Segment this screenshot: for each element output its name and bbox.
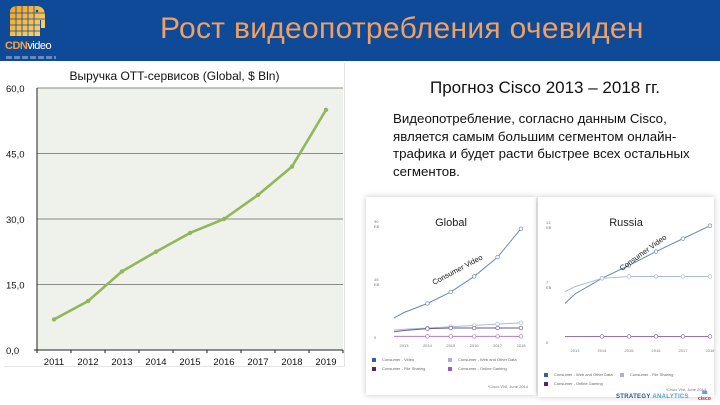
- x-tick-label: 2014: [145, 357, 166, 367]
- series-line: [564, 275, 710, 293]
- data-point: [85, 298, 91, 304]
- legend-item: Consumer - Web and Other Data: [544, 372, 620, 377]
- svg-text:2016: 2016: [470, 343, 480, 348]
- svg-text:2017: 2017: [493, 343, 503, 348]
- x-tick-label: 2016: [213, 357, 234, 367]
- y-tick-label: 15,0: [6, 281, 25, 292]
- svg-text:EB: EB: [546, 285, 552, 290]
- revenue-line-chart: 0,0 15,0 30,0 45,0 60,0 2011 2012 2013 2014 2015 2…: [6, 84, 344, 367]
- svg-text:2013: 2013: [571, 348, 581, 353]
- svg-text:2013: 2013: [400, 343, 410, 348]
- svg-text:2015: 2015: [625, 348, 635, 353]
- global-chart-title: Global: [435, 217, 467, 229]
- series-line: [393, 322, 522, 331]
- legend-item: Consumer - Online Gaming: [544, 381, 620, 386]
- logo-wordmark: CDNvideo: [5, 40, 52, 52]
- curve-label: Consumer Video: [618, 233, 668, 273]
- svg-text:2015: 2015: [446, 343, 456, 348]
- svg-text:2016: 2016: [652, 348, 662, 353]
- data-point: [289, 164, 295, 169]
- series-line: [564, 225, 711, 304]
- x-tick-label: 2019: [315, 357, 336, 367]
- source-note: *Cisco VNI, June 2014: [665, 387, 706, 392]
- legend-swatch: [620, 372, 624, 377]
- logo-divider: [6, 56, 56, 59]
- x-tick-label: 2012: [77, 357, 98, 367]
- strategy-analytics-logo: STRATEGY ANALYTICS: [616, 394, 689, 400]
- svg-text:2017: 2017: [679, 348, 689, 353]
- svg-text:90: 90: [374, 219, 379, 224]
- data-point: [153, 249, 159, 254]
- legend-swatch: [544, 381, 548, 386]
- legend-swatch: [544, 372, 548, 377]
- russia-legend: Consumer - Web and Other Data Consumer -…: [544, 370, 696, 388]
- legend-item: Consumer - Web and Other Data: [448, 357, 524, 362]
- svg-text:EB: EB: [374, 224, 380, 229]
- svg-text:2014: 2014: [598, 348, 608, 353]
- slide-title: Рост видеопотребления очевиден: [160, 12, 644, 45]
- y-tick-label: 45,0: [6, 150, 25, 161]
- russia-traffic-chart: Russia 13 EB 7 EB 0 2013 2014 2015 2016 2017 2018 C…: [538, 197, 714, 397]
- x-tick-label: 2015: [179, 357, 200, 367]
- chart-title: Выручка OTT-сервисов (Global, $ Bln): [69, 69, 280, 83]
- data-point: [221, 216, 227, 222]
- legend-swatch: [372, 357, 376, 362]
- x-tick-label: 2011: [44, 357, 64, 367]
- ott-revenue-chart: Выручка OTT-сервисов (Global, $ Bln) 0,0…: [4, 63, 345, 367]
- legend-swatch: [448, 366, 452, 371]
- svg-text:0: 0: [546, 340, 549, 345]
- data-point: [51, 317, 57, 322]
- elephant-grid-icon: [10, 6, 45, 36]
- data-point: [323, 107, 329, 113]
- x-tick-label: 2017: [247, 357, 268, 367]
- cisco-bars-icon: ılıılı: [701, 390, 708, 396]
- legend-swatch: [448, 357, 452, 362]
- svg-text:2018: 2018: [706, 348, 714, 353]
- y-tick-label: 0,0: [6, 346, 19, 357]
- curve-label: Consumer Video: [431, 253, 484, 287]
- legend-item: Consumer - File Sharing: [620, 372, 696, 377]
- source-note: *Cisco VNI, June 2014: [487, 384, 528, 389]
- x-tick-label: 2013: [111, 357, 132, 367]
- data-point: [255, 192, 261, 198]
- data-point: [187, 230, 193, 236]
- svg-text:7: 7: [546, 280, 549, 285]
- forecast-description: Видеопотребление, согласно данным Cisco,…: [393, 111, 690, 179]
- x-tick-label: 2018: [281, 357, 302, 367]
- legend-item: Consumer - File Sharing: [372, 366, 448, 371]
- slide-header: CDNvideo Рост видеопотребления очевиден: [0, 0, 720, 61]
- legend-item: Consumer - Online Gaming: [448, 366, 524, 371]
- cisco-logo: ılıılı cisco: [698, 390, 711, 402]
- svg-text:EB: EB: [374, 282, 380, 287]
- cdnvideo-logo: CDNvideo: [5, 6, 52, 58]
- y-tick-label: 30,0: [6, 215, 25, 226]
- svg-text:2018: 2018: [517, 343, 527, 348]
- svg-text:2014: 2014: [423, 343, 433, 348]
- global-legend: Consumer - Video Consumer - Web and Othe…: [372, 355, 524, 373]
- svg-text:13: 13: [546, 220, 551, 225]
- russia-chart-title: Russia: [609, 217, 643, 229]
- global-traffic-chart: Global 90 EB 45 EB 0 2013 2014 2015 2016 2017 2018…: [366, 197, 536, 395]
- forecast-title: Прогноз Cisco 2013 – 2018 гг.: [429, 78, 661, 97]
- svg-text:EB: EB: [546, 225, 552, 230]
- svg-text:45: 45: [374, 277, 379, 282]
- y-tick-label: 60,0: [6, 84, 25, 95]
- legend-swatch: [372, 366, 376, 371]
- svg-text:0: 0: [374, 335, 377, 340]
- legend-item: Consumer - Video: [372, 357, 448, 362]
- data-point: [119, 269, 125, 274]
